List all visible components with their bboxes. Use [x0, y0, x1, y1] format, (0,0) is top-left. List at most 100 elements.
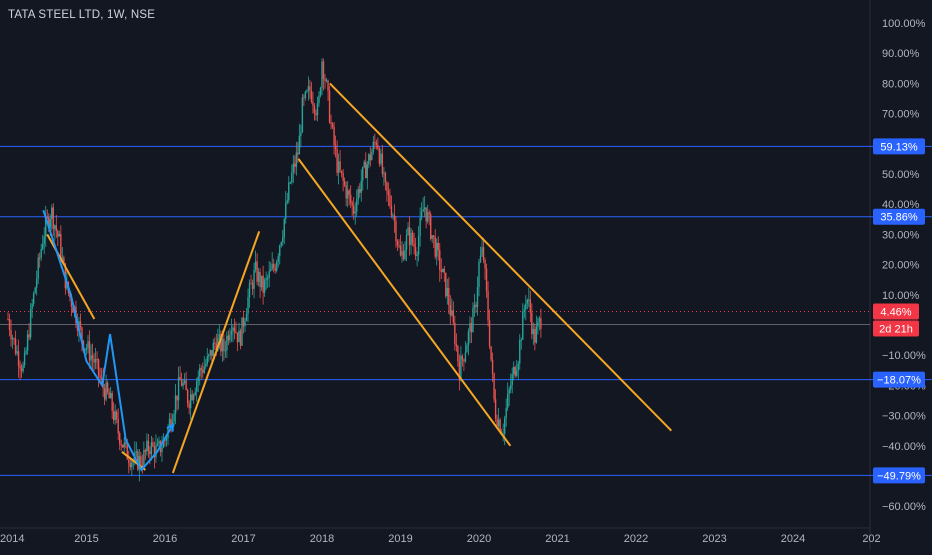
- candle-body: [117, 419, 119, 434]
- candle-body: [506, 394, 509, 408]
- candle-body: [307, 86, 310, 91]
- candle-body: [508, 389, 510, 395]
- candle-body: [211, 350, 213, 357]
- candle-body: [135, 451, 138, 453]
- candle-body: [186, 390, 189, 404]
- candle-body: [386, 181, 388, 192]
- candle-body: [61, 257, 64, 259]
- candle-body: [88, 341, 91, 361]
- candle-body: [180, 380, 183, 386]
- candle-body: [366, 164, 368, 179]
- candle-body: [387, 191, 390, 196]
- candle-body: [342, 173, 344, 181]
- x-tick-label: 2023: [702, 533, 726, 545]
- candle-body: [87, 341, 89, 349]
- candle-body: [153, 446, 156, 458]
- candle-body: [402, 251, 405, 260]
- candle-body: [176, 395, 178, 401]
- candle-body: [43, 236, 45, 244]
- candle-body: [318, 95, 320, 104]
- candle-body: [306, 90, 308, 92]
- x-tick-label: 2016: [153, 533, 177, 545]
- candle-body: [283, 218, 285, 237]
- candle-body: [414, 247, 417, 256]
- candle-body: [313, 105, 316, 113]
- candle-body: [463, 359, 465, 362]
- candle-body: [395, 221, 397, 242]
- candle-body: [405, 234, 408, 250]
- candle-body: [271, 264, 273, 270]
- candle-body: [325, 80, 328, 82]
- candle-body: [158, 440, 160, 444]
- candle-body: [476, 287, 479, 307]
- candle-body: [103, 388, 106, 400]
- candle-body: [79, 321, 82, 328]
- x-tick-label: 2019: [388, 533, 412, 545]
- candle-body: [152, 442, 154, 447]
- candle-body: [493, 373, 495, 400]
- arrow-head: [166, 422, 174, 432]
- candle-body: [449, 304, 452, 316]
- candle-body: [236, 332, 239, 343]
- y-tick-label: −60.00%: [882, 501, 926, 513]
- candle-body: [440, 269, 442, 272]
- candle-body: [312, 101, 314, 106]
- candle-body: [351, 202, 353, 206]
- candle-body: [268, 271, 270, 279]
- candle-body: [84, 348, 86, 351]
- x-tick-label: 2021: [545, 533, 569, 545]
- candle-body: [348, 190, 350, 195]
- candle-body: [334, 145, 337, 150]
- candle-body: [11, 338, 14, 340]
- candle-body: [443, 268, 445, 273]
- candle-body: [322, 61, 325, 80]
- candle-body: [128, 459, 130, 464]
- candle-body: [13, 338, 15, 340]
- candle-body: [404, 249, 406, 260]
- candle-body: [410, 232, 412, 246]
- candle-body: [224, 350, 227, 352]
- candle-body: [19, 365, 21, 369]
- candle-body: [537, 321, 539, 327]
- candle-body: [17, 351, 20, 366]
- candle-body: [349, 194, 352, 203]
- y-tick-label: 50.00%: [882, 169, 920, 181]
- candle-body: [233, 327, 236, 332]
- candle-body: [260, 275, 263, 288]
- candle-body: [28, 334, 30, 338]
- candle-body: [146, 440, 148, 452]
- candle-body: [46, 217, 48, 219]
- candle-body: [99, 375, 101, 378]
- candle-body: [420, 211, 423, 218]
- candle-body: [137, 451, 139, 470]
- candle-body: [215, 343, 218, 351]
- candle-body: [389, 195, 391, 207]
- candle-body: [384, 172, 387, 182]
- candle-body: [131, 462, 133, 468]
- candle-body: [346, 190, 349, 199]
- candle-body: [380, 153, 382, 164]
- candle-body: [396, 241, 399, 246]
- candle-body: [505, 407, 507, 419]
- candle-body: [488, 320, 491, 347]
- candle-body: [55, 225, 58, 231]
- x-tick-label: 2022: [624, 533, 648, 545]
- candle-body: [226, 335, 228, 351]
- candle-body: [345, 185, 347, 199]
- candle-body: [458, 361, 461, 381]
- candle-body: [85, 348, 88, 350]
- candle-body: [481, 247, 483, 256]
- candle-body: [72, 306, 74, 313]
- level-label: 59.13%: [880, 141, 918, 153]
- candle-body: [155, 445, 157, 458]
- candle-body: [331, 124, 334, 127]
- candle-body: [109, 393, 112, 399]
- candle-body: [206, 356, 208, 365]
- candle-body: [203, 366, 205, 373]
- candle-body: [368, 154, 370, 165]
- candle-body: [238, 330, 240, 343]
- candle-body: [491, 359, 494, 374]
- candle-body: [525, 303, 527, 310]
